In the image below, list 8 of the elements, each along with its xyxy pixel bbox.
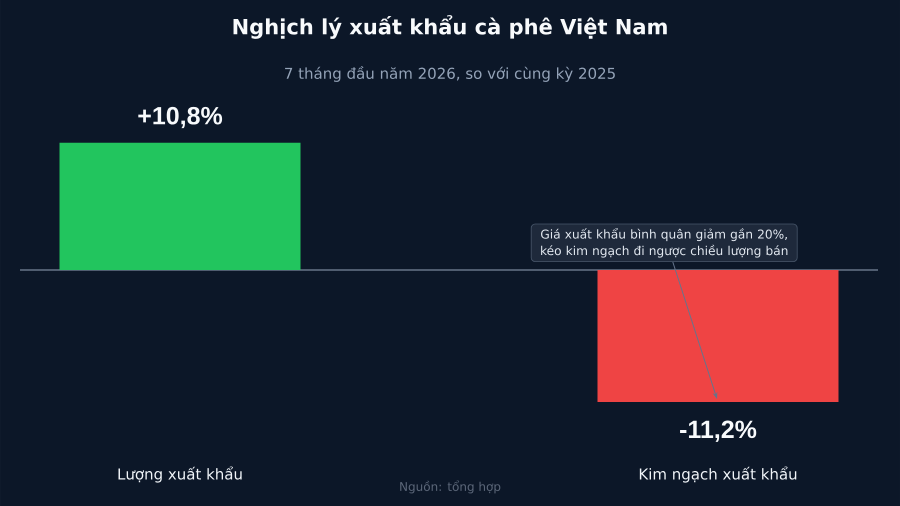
annotation: Giá xuất khẩu bình quân giảm gần 20%, kéo kim ngạch đi ngược chiều lượng bán [541, 228, 788, 258]
x-tick-label: Lượng xuất khẩu [118, 466, 242, 483]
data-label: +10,8% [138, 106, 222, 128]
x-tick-label: Kim ngạch xuất khẩu [640, 466, 796, 483]
text: Nguồn: tổng hợp [400, 480, 500, 494]
chart-title: Nghịch lý xuất khẩu cà phê Việt Nam [234, 15, 667, 39]
chart-subtitle: 7 tháng đầu năm 2026, so với cùng kỳ 2025 [285, 66, 615, 82]
data-label: -11,2% [680, 420, 756, 442]
